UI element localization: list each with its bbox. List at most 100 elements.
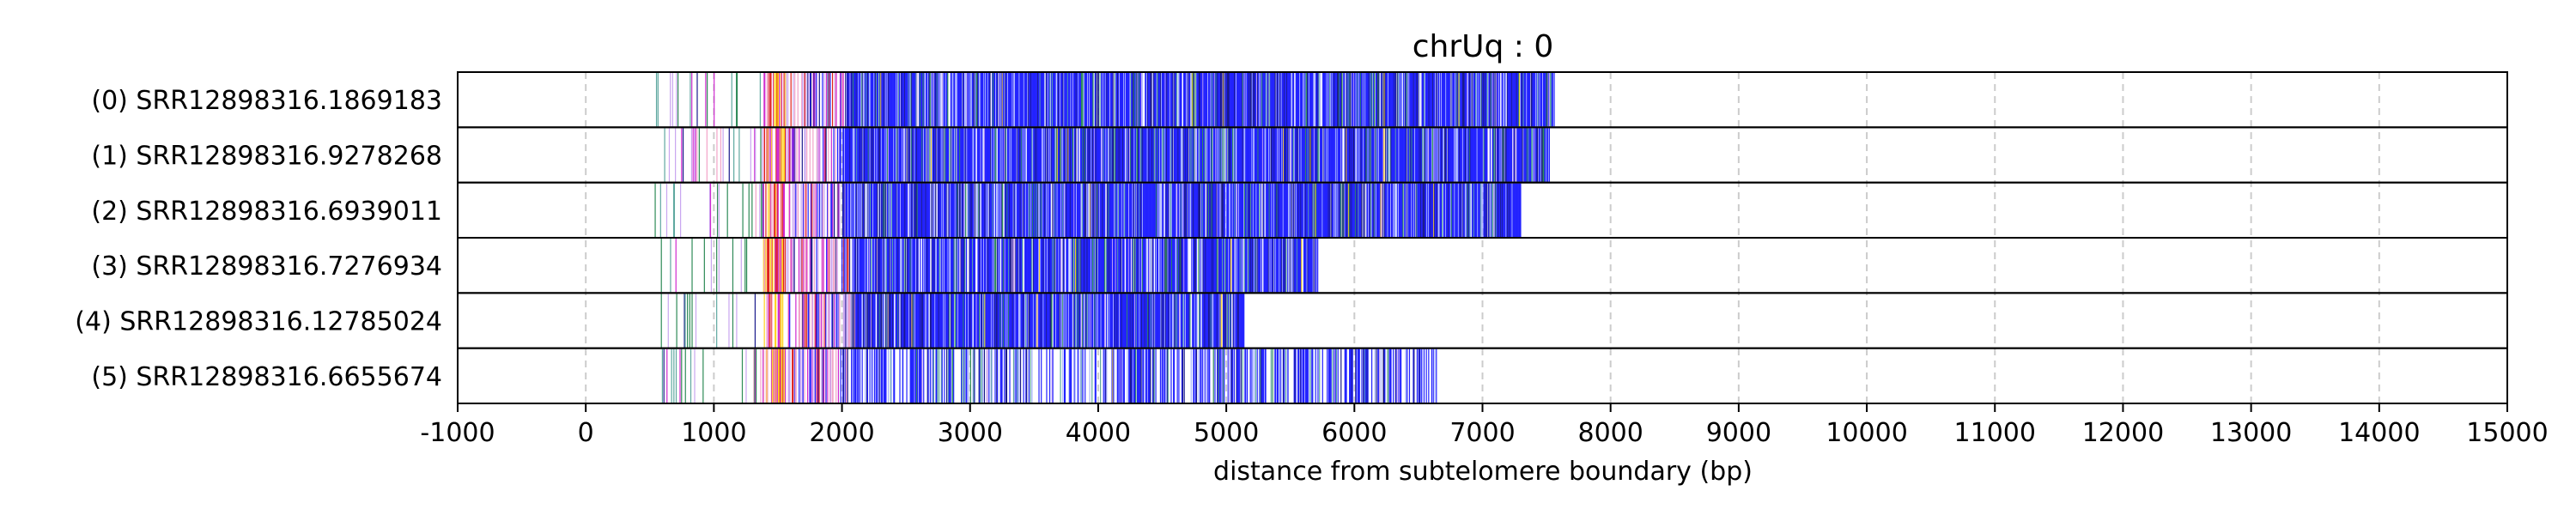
read-segment bbox=[1132, 294, 1133, 348]
read-segment bbox=[1046, 183, 1048, 237]
read-segment bbox=[1394, 73, 1396, 127]
read-segment bbox=[1105, 73, 1107, 127]
read-segment bbox=[777, 73, 779, 127]
read-segment bbox=[1380, 348, 1382, 403]
read-segment bbox=[788, 183, 790, 237]
read-segment bbox=[997, 128, 999, 182]
read-segment bbox=[1285, 128, 1286, 182]
read-segment bbox=[1439, 73, 1442, 127]
read-segment bbox=[824, 348, 826, 403]
read-segment bbox=[1057, 128, 1059, 182]
read-segment bbox=[860, 73, 863, 127]
read-segment bbox=[1127, 239, 1130, 293]
read-segment bbox=[905, 73, 908, 127]
read-segment bbox=[961, 348, 963, 403]
read-segment bbox=[1294, 239, 1296, 293]
read-segment bbox=[1039, 239, 1041, 293]
read-segment bbox=[1030, 348, 1031, 403]
read-segment bbox=[1020, 128, 1023, 182]
read-segment bbox=[1279, 239, 1281, 293]
read-segment bbox=[1362, 183, 1364, 237]
read-segment bbox=[1491, 183, 1492, 237]
read-segment bbox=[785, 348, 787, 403]
read-segment bbox=[816, 239, 817, 293]
read-segment bbox=[1039, 128, 1041, 182]
read-segment bbox=[827, 348, 829, 403]
read-segment bbox=[1238, 348, 1240, 403]
read-segment bbox=[1213, 183, 1215, 237]
read-segment bbox=[972, 239, 974, 293]
read-segment bbox=[1008, 239, 1010, 293]
read-segment bbox=[983, 73, 985, 127]
read-segment bbox=[760, 348, 762, 403]
read-segment bbox=[1201, 128, 1203, 182]
read-segment bbox=[1517, 183, 1519, 237]
read-segment bbox=[821, 348, 823, 403]
read-segment bbox=[1492, 183, 1494, 237]
read-segment bbox=[1159, 128, 1162, 182]
read-segment bbox=[1252, 73, 1254, 127]
read-segment bbox=[1008, 183, 1010, 237]
read-segment bbox=[1064, 128, 1066, 182]
read-segment bbox=[1149, 183, 1151, 237]
read-segment bbox=[1442, 183, 1443, 237]
read-segment bbox=[946, 73, 948, 127]
read-segment bbox=[1308, 73, 1309, 127]
read-segment bbox=[829, 294, 830, 348]
read-segment bbox=[886, 128, 888, 182]
read-segment bbox=[858, 73, 860, 127]
read-segment bbox=[1401, 128, 1404, 182]
read-segment bbox=[874, 128, 876, 182]
read-segment bbox=[830, 128, 832, 182]
read-segment bbox=[1009, 348, 1011, 403]
read-segment bbox=[908, 73, 909, 127]
read-segment bbox=[1068, 294, 1071, 348]
read-segment bbox=[1165, 294, 1167, 348]
read-segment bbox=[911, 128, 913, 182]
read-segment bbox=[1149, 294, 1151, 348]
read-segment bbox=[890, 73, 892, 127]
read-segment bbox=[773, 73, 775, 127]
read-segment bbox=[961, 348, 963, 403]
read-segment bbox=[954, 128, 957, 182]
read-segment bbox=[1305, 73, 1307, 127]
read-segment bbox=[1265, 128, 1267, 182]
read-segment bbox=[1157, 73, 1159, 127]
read-segment bbox=[1297, 239, 1299, 293]
read-segment bbox=[1115, 239, 1116, 293]
read-segment bbox=[1135, 73, 1137, 127]
read-segment bbox=[1024, 183, 1026, 237]
read-segment bbox=[902, 294, 904, 348]
read-segment bbox=[1306, 128, 1309, 182]
read-segment bbox=[1040, 128, 1042, 182]
read-segment bbox=[835, 73, 837, 127]
read-segment bbox=[811, 294, 813, 348]
read-segment bbox=[979, 294, 981, 348]
read-segment bbox=[1280, 183, 1283, 237]
read-segment bbox=[1287, 183, 1289, 237]
read-segment bbox=[911, 73, 913, 127]
read-segment bbox=[990, 348, 993, 403]
read-segment bbox=[1439, 73, 1441, 127]
read-segment bbox=[1098, 128, 1100, 182]
read-segment bbox=[1182, 239, 1184, 293]
read-segment bbox=[1265, 73, 1267, 127]
read-segment bbox=[1198, 73, 1200, 127]
read-segment bbox=[1447, 183, 1449, 237]
read-segment bbox=[1121, 294, 1122, 348]
read-segment bbox=[960, 294, 962, 348]
read-segment bbox=[949, 183, 951, 237]
read-segment bbox=[1127, 294, 1129, 348]
read-segment bbox=[1529, 128, 1531, 182]
read-segment bbox=[1073, 73, 1075, 127]
read-segment bbox=[963, 239, 965, 293]
read-segment bbox=[1502, 128, 1504, 182]
read-segment bbox=[1452, 73, 1454, 127]
read-segment bbox=[794, 183, 796, 237]
read-segment bbox=[931, 183, 933, 237]
read-segment bbox=[805, 183, 807, 237]
read-segment bbox=[1325, 128, 1327, 182]
read-segment bbox=[866, 294, 868, 348]
read-segment bbox=[976, 294, 978, 348]
read-segment bbox=[1046, 294, 1048, 348]
